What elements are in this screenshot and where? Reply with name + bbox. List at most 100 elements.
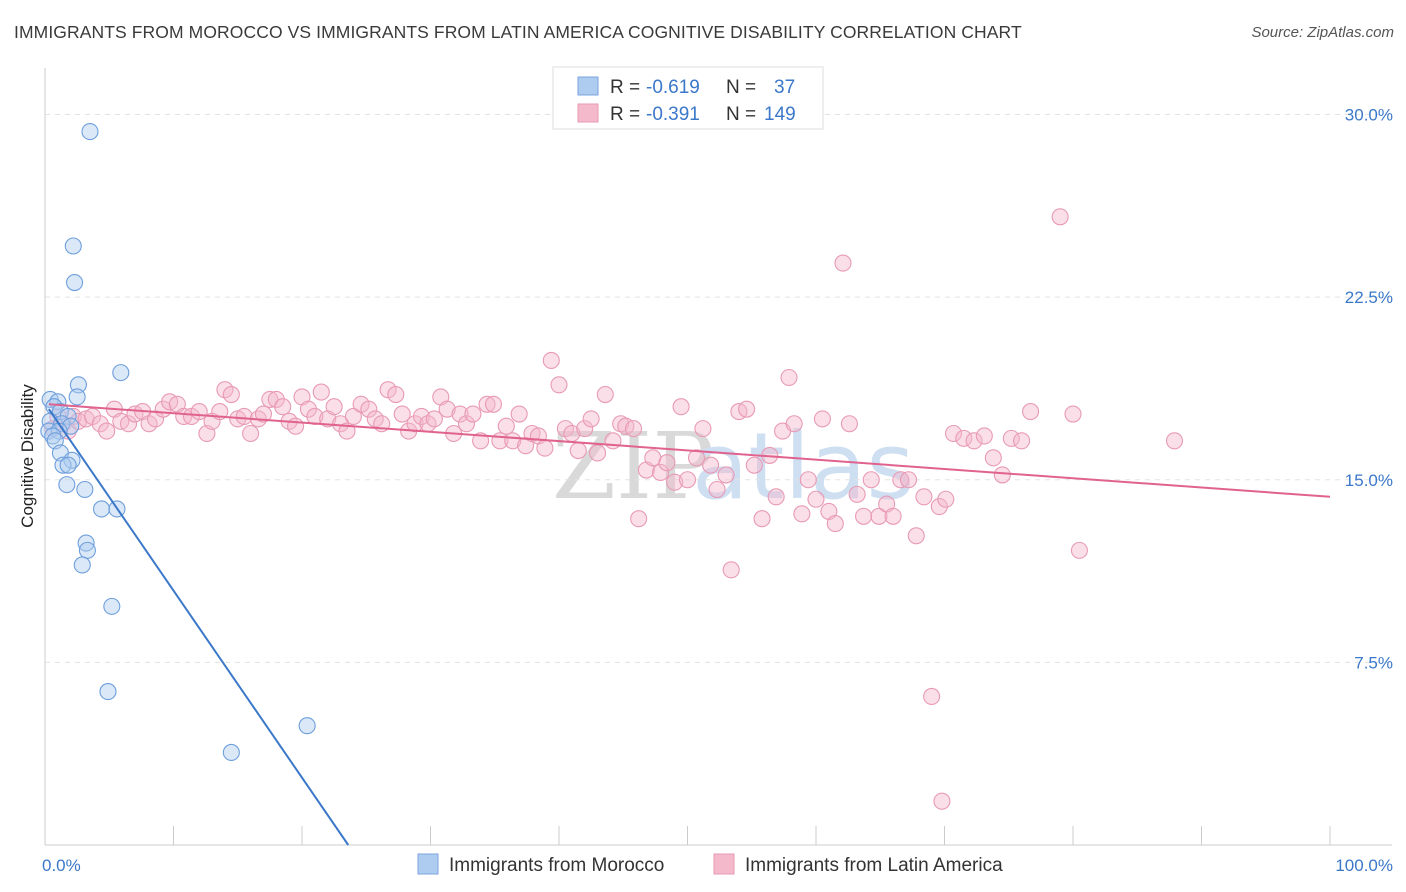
latin-america-point xyxy=(451,405,469,423)
latin-america-point xyxy=(884,507,902,525)
latin-america-point xyxy=(678,471,697,489)
latin-america-point xyxy=(813,410,831,428)
latin-america-point xyxy=(510,405,528,423)
axes xyxy=(44,68,1392,846)
latin-america-point xyxy=(1051,208,1069,226)
stats-legend: R = -0.619 N = 37 R = -0.391 N = 149 xyxy=(552,66,824,130)
tick-labels: 7.5% 15.0% 22.5% 30.0% 0.0% 100.0% xyxy=(42,106,1393,875)
legend-swatch-pink xyxy=(577,103,599,123)
latin-america-point xyxy=(745,456,763,474)
latin-america-point xyxy=(753,510,771,528)
latin-america-point xyxy=(870,507,888,525)
latin-america-point xyxy=(325,398,343,416)
legend-swatch-blue xyxy=(577,76,599,96)
morocco-point xyxy=(59,456,77,474)
latin-america-point xyxy=(937,490,955,508)
morocco-point xyxy=(58,476,76,494)
morocco-point xyxy=(54,456,72,474)
latin-america-point xyxy=(98,422,116,440)
latin-america-point xyxy=(944,424,963,443)
latin-america-trend-line xyxy=(48,403,1331,498)
legend-n-value-1: 37 xyxy=(774,77,795,98)
morocco-point xyxy=(77,534,95,552)
latin-america-point xyxy=(644,449,662,467)
latin-america-point xyxy=(785,415,803,433)
latin-america-point xyxy=(717,466,735,484)
morocco-trend-line xyxy=(48,408,350,846)
latin-america-point xyxy=(393,405,411,423)
latin-america-point xyxy=(542,351,560,370)
latin-america-point xyxy=(722,561,740,579)
latin-america-point xyxy=(484,395,503,413)
morocco-point xyxy=(298,717,316,735)
latin-america-point xyxy=(840,415,858,433)
morocco-point xyxy=(66,273,84,292)
latin-america-point xyxy=(1064,405,1082,423)
latin-america-point xyxy=(738,400,756,418)
x-tick-label: 0.0% xyxy=(42,856,81,875)
latin-america-point xyxy=(854,507,873,525)
latin-america-point xyxy=(497,417,515,435)
legend-swatch-latin-america xyxy=(713,853,735,875)
latin-america-point xyxy=(834,254,852,272)
latin-america-point xyxy=(344,407,362,426)
x-tick-label: 100.0% xyxy=(1335,856,1393,875)
latin-america-point xyxy=(993,466,1011,484)
latin-america-point xyxy=(630,510,648,528)
legend-label-morocco: Immigrants from Morocco xyxy=(449,855,664,876)
latin-america-point xyxy=(387,385,405,404)
latin-america-point xyxy=(235,407,253,426)
latin-america-point xyxy=(261,390,279,408)
watermark-atlas: atlas xyxy=(692,413,914,520)
latin-america-point xyxy=(862,471,880,489)
y-axis-label: Cognitive Disability xyxy=(18,384,37,528)
latin-america-point xyxy=(955,429,973,447)
latin-america-point xyxy=(438,400,456,418)
latin-america-point xyxy=(242,424,260,443)
latin-america-point xyxy=(807,490,825,508)
latin-america-point xyxy=(478,395,496,413)
latin-america-point xyxy=(1165,432,1184,450)
latin-america-point xyxy=(596,385,614,404)
latin-america-point xyxy=(702,456,720,474)
morocco-point xyxy=(76,480,94,499)
latin-america-point xyxy=(312,383,330,401)
trend-lines xyxy=(48,403,1331,846)
latin-america-point xyxy=(550,376,568,394)
series-legend: Immigrants from Morocco Immigrants from … xyxy=(417,853,1003,876)
legend-label-latin-america: Immigrants from Latin America xyxy=(745,855,1003,876)
latin-america-point xyxy=(287,417,305,435)
latin-america-point xyxy=(254,405,273,423)
latin-america-point xyxy=(666,473,684,491)
legend-r-value-2: -0.391 xyxy=(646,104,700,125)
latin-america-point xyxy=(588,444,607,462)
latin-america-point xyxy=(965,432,983,450)
latin-america-point xyxy=(457,415,476,433)
latin-america-point xyxy=(708,480,726,499)
chart-title: IMMIGRANTS FROM MOROCCO VS IMMIGRANTS FR… xyxy=(14,22,1022,42)
morocco-point xyxy=(103,597,121,615)
latin-america-point xyxy=(793,505,811,523)
legend-r-value-1: -0.619 xyxy=(646,77,700,98)
morocco-point xyxy=(69,376,87,394)
morocco-point xyxy=(73,556,91,574)
latin-america-point xyxy=(119,415,138,433)
latin-america-point xyxy=(425,410,443,428)
latin-america-point xyxy=(975,427,993,445)
source-label: Source: ZipAtlas.com xyxy=(1251,24,1394,41)
latin-america-point xyxy=(1013,432,1031,450)
y-tick-label: 22.5% xyxy=(1345,288,1393,307)
latin-america-point xyxy=(1002,429,1020,447)
legend-n-value-2: 149 xyxy=(764,104,796,125)
latin-america-point xyxy=(672,398,690,416)
morocco-point xyxy=(92,500,111,518)
y-tick-label: 7.5% xyxy=(1354,653,1393,672)
latin-america-point xyxy=(1070,541,1088,559)
latin-america-point xyxy=(767,488,785,506)
latin-america-point xyxy=(915,488,933,506)
latin-america-point xyxy=(799,471,817,489)
latin-america-point xyxy=(1022,403,1040,421)
latin-america-point xyxy=(582,410,600,428)
latin-america-point xyxy=(464,405,482,423)
